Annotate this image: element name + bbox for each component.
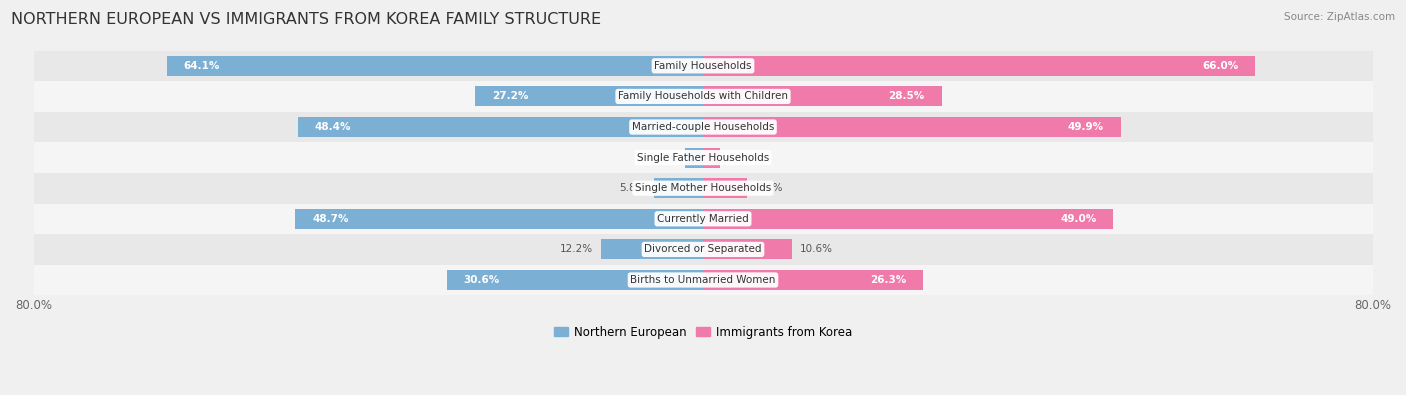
Text: Source: ZipAtlas.com: Source: ZipAtlas.com	[1284, 12, 1395, 22]
Bar	[34, 203, 1372, 234]
Text: 49.0%: 49.0%	[1060, 214, 1097, 224]
Bar	[34, 265, 1372, 295]
Text: 12.2%: 12.2%	[560, 245, 592, 254]
Text: Family Households with Children: Family Households with Children	[619, 91, 787, 102]
Bar	[298, 117, 703, 137]
Bar	[703, 87, 942, 106]
Text: 27.2%: 27.2%	[492, 91, 529, 102]
Text: Divorced or Separated: Divorced or Separated	[644, 245, 762, 254]
Text: 49.9%: 49.9%	[1067, 122, 1104, 132]
Text: Single Father Households: Single Father Households	[637, 152, 769, 163]
Bar	[703, 209, 1114, 229]
Text: 66.0%: 66.0%	[1202, 61, 1239, 71]
Text: 5.3%: 5.3%	[755, 183, 782, 193]
Text: 2.2%: 2.2%	[650, 152, 676, 163]
Bar	[34, 112, 1372, 142]
Bar	[703, 270, 924, 290]
Bar	[295, 209, 703, 229]
Text: Currently Married: Currently Married	[657, 214, 749, 224]
Text: 26.3%: 26.3%	[870, 275, 907, 285]
Bar	[34, 173, 1372, 203]
Text: Married-couple Households: Married-couple Households	[631, 122, 775, 132]
Text: NORTHERN EUROPEAN VS IMMIGRANTS FROM KOREA FAMILY STRUCTURE: NORTHERN EUROPEAN VS IMMIGRANTS FROM KOR…	[11, 12, 602, 27]
Text: Family Households: Family Households	[654, 61, 752, 71]
Bar	[654, 178, 703, 198]
Bar	[447, 270, 703, 290]
Text: 10.6%: 10.6%	[800, 245, 834, 254]
Text: 48.4%: 48.4%	[315, 122, 352, 132]
Bar	[475, 87, 703, 106]
Bar	[34, 142, 1372, 173]
Bar	[166, 56, 703, 76]
Text: Single Mother Households: Single Mother Households	[636, 183, 770, 193]
Text: 28.5%: 28.5%	[889, 91, 925, 102]
Bar	[703, 239, 792, 260]
Text: 30.6%: 30.6%	[464, 275, 501, 285]
Bar	[685, 148, 703, 167]
Bar	[703, 117, 1121, 137]
Bar	[34, 51, 1372, 81]
Bar	[34, 234, 1372, 265]
Text: 5.8%: 5.8%	[620, 183, 647, 193]
Legend: Northern European, Immigrants from Korea: Northern European, Immigrants from Korea	[550, 321, 856, 343]
Bar	[34, 81, 1372, 112]
Text: 48.7%: 48.7%	[312, 214, 349, 224]
Bar	[703, 148, 720, 167]
Text: Births to Unmarried Women: Births to Unmarried Women	[630, 275, 776, 285]
Bar	[600, 239, 703, 260]
Bar	[703, 178, 748, 198]
Bar	[703, 56, 1256, 76]
Text: 64.1%: 64.1%	[183, 61, 219, 71]
Text: 2.0%: 2.0%	[728, 152, 755, 163]
